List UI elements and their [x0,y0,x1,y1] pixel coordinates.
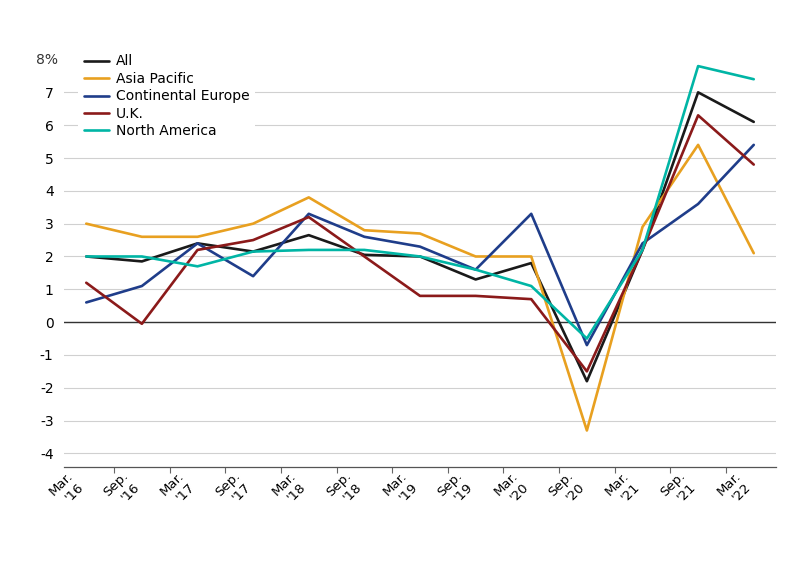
North America [694,63,703,69]
U.K. [526,296,536,303]
North America [582,335,592,342]
Continental Europe [694,200,703,207]
Continental Europe [749,142,758,149]
All [82,253,91,260]
U.K. [137,320,146,327]
Continental Europe [304,211,314,217]
U.K. [749,161,758,168]
Asia Pacific [82,220,91,227]
All [359,251,369,258]
All [749,118,758,125]
Asia Pacific [471,253,481,260]
North America [137,253,146,260]
Continental Europe [359,233,369,240]
Asia Pacific [582,427,592,434]
Asia Pacific [749,250,758,257]
North America [749,76,758,83]
Continental Europe [193,240,202,247]
All [137,258,146,265]
U.K. [304,214,314,221]
U.K. [193,246,202,253]
Continental Europe [137,283,146,290]
North America [248,248,258,255]
Line: North America: North America [86,66,754,339]
All [471,276,481,283]
Asia Pacific [694,142,703,149]
North America [193,263,202,270]
Line: All: All [86,92,754,381]
Asia Pacific [304,194,314,201]
Asia Pacific [359,227,369,234]
U.K. [582,368,592,375]
Continental Europe [471,266,481,273]
Asia Pacific [248,220,258,227]
North America [82,253,91,260]
North America [471,266,481,273]
U.K. [694,112,703,119]
Continental Europe [638,240,647,247]
Asia Pacific [193,233,202,240]
Line: U.K.: U.K. [86,116,754,372]
North America [304,246,314,253]
U.K. [471,292,481,299]
All [415,253,425,260]
U.K. [638,246,647,253]
Asia Pacific [638,224,647,230]
All [304,232,314,238]
All [248,248,258,255]
Continental Europe [82,299,91,306]
All [694,89,703,96]
Asia Pacific [415,230,425,237]
North America [526,283,536,290]
North America [359,246,369,253]
U.K. [415,292,425,299]
U.K. [82,279,91,286]
U.K. [248,237,258,244]
North America [638,246,647,253]
Continental Europe [248,273,258,279]
North America [415,253,425,260]
Line: Continental Europe: Continental Europe [86,145,754,345]
Asia Pacific [137,233,146,240]
Legend: All, Asia Pacific, Continental Europe, U.K., North America: All, Asia Pacific, Continental Europe, U… [78,49,254,144]
Line: Asia Pacific: Asia Pacific [86,145,754,431]
All [582,378,592,385]
U.K. [359,253,369,260]
Continental Europe [526,211,536,217]
All [638,246,647,253]
Text: 8%: 8% [37,52,58,67]
All [526,259,536,266]
All [193,240,202,247]
Continental Europe [415,243,425,250]
Continental Europe [582,342,592,349]
Asia Pacific [526,253,536,260]
